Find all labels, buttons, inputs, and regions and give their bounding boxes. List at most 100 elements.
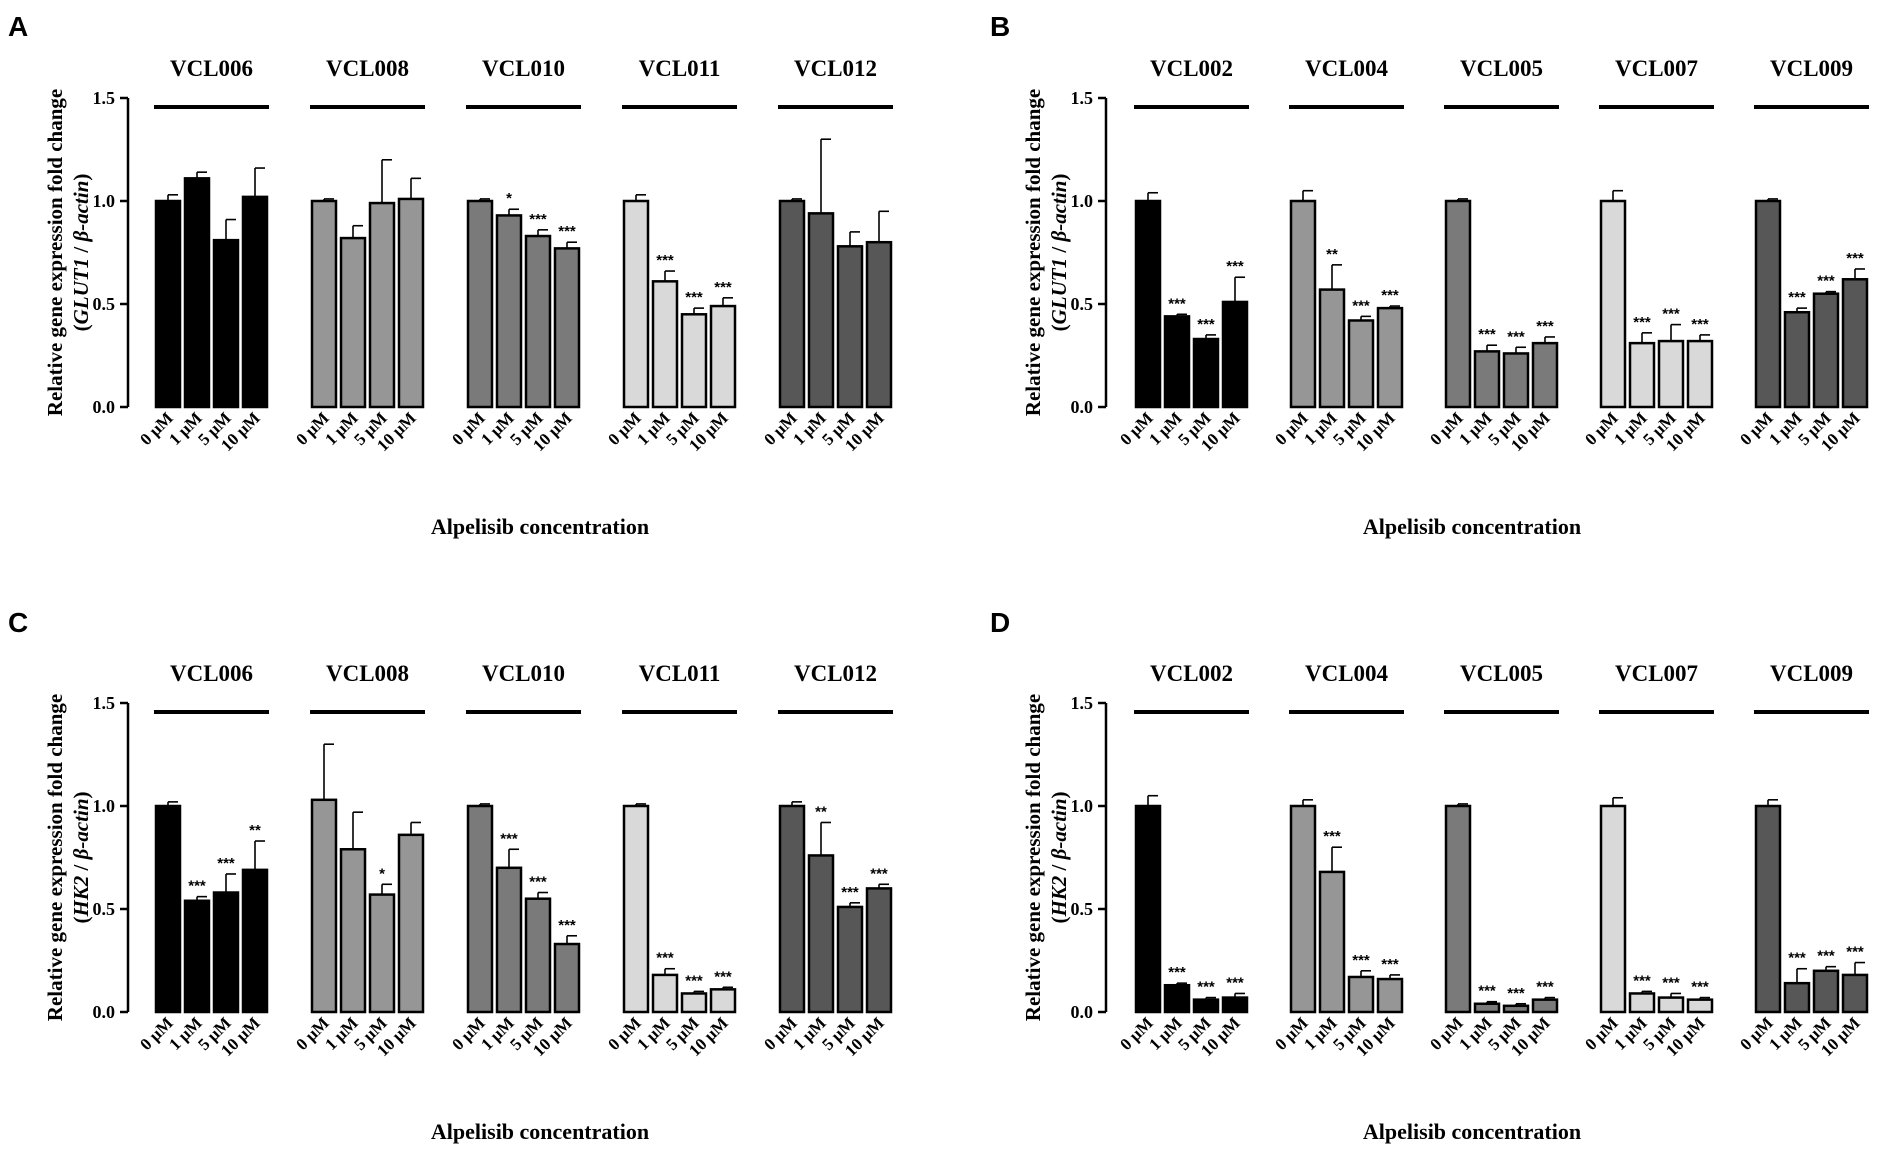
y-axis-title: Relative gene expression fold change bbox=[43, 694, 67, 1021]
significance-marker: *** bbox=[217, 855, 235, 872]
y-tick-label: 0.5 bbox=[93, 294, 116, 314]
significance-marker: * bbox=[379, 865, 385, 882]
bar bbox=[368, 893, 396, 1014]
panel-b: B 0.0 0.5 1.0 1.5 Relative gene expression fo… bbox=[990, 11, 1869, 539]
y-axis-subtitle-part: / bbox=[1047, 242, 1071, 258]
panel-letter: C bbox=[8, 607, 28, 638]
bar bbox=[1444, 199, 1472, 409]
bar bbox=[1812, 969, 1840, 1014]
y-tick-label: 1.5 bbox=[1071, 88, 1094, 108]
group-label: VCL009 bbox=[1770, 56, 1853, 81]
bar bbox=[1473, 1002, 1501, 1014]
bar bbox=[1221, 300, 1249, 409]
bar bbox=[778, 804, 806, 1014]
bar bbox=[836, 245, 864, 409]
significance-marker: *** bbox=[500, 830, 518, 847]
y-tick-label: 0.0 bbox=[1071, 1002, 1094, 1022]
significance-marker: *** bbox=[1197, 316, 1215, 333]
bar bbox=[1754, 199, 1782, 409]
bar bbox=[339, 848, 367, 1014]
bar bbox=[1192, 998, 1220, 1014]
bar bbox=[622, 804, 650, 1014]
y-axis-subtitle-part: ( bbox=[69, 324, 93, 331]
significance-marker: *** bbox=[656, 252, 674, 269]
bar bbox=[1318, 870, 1346, 1014]
panel-a: A 0.0 0.5 1.0 1.5 Relative gene expression fo… bbox=[8, 11, 893, 539]
x-axis-title: Alpelisib concentration bbox=[1363, 514, 1581, 539]
y-axis-subtitle-part: β-actin bbox=[69, 181, 93, 243]
significance-marker: *** bbox=[1507, 328, 1525, 345]
significance-marker: *** bbox=[1536, 979, 1554, 996]
bar bbox=[1473, 350, 1501, 409]
group-label: VCL007 bbox=[1615, 661, 1698, 686]
bar bbox=[1686, 998, 1714, 1014]
bar bbox=[1502, 1004, 1530, 1014]
bar bbox=[807, 854, 835, 1014]
bar bbox=[339, 236, 367, 409]
y-axis-subtitle-part: ) bbox=[1047, 791, 1071, 798]
panel-letter: B bbox=[990, 11, 1010, 42]
significance-marker: *** bbox=[1352, 297, 1370, 314]
y-tick-label: 0.0 bbox=[93, 1002, 116, 1022]
bar bbox=[622, 199, 650, 409]
bar bbox=[1318, 288, 1346, 409]
group-label: VCL006 bbox=[170, 661, 253, 686]
bar bbox=[397, 833, 425, 1014]
panel-letter: A bbox=[8, 11, 28, 42]
significance-marker: *** bbox=[656, 950, 674, 967]
group-label: VCL010 bbox=[482, 56, 565, 81]
bar bbox=[836, 905, 864, 1014]
group-label: VCL011 bbox=[639, 56, 721, 81]
group-label: VCL009 bbox=[1770, 661, 1853, 686]
y-tick-label: 1.0 bbox=[93, 191, 116, 211]
significance-marker: *** bbox=[1381, 287, 1399, 304]
y-axis-subtitle: (HK2 / β-actin) bbox=[1047, 791, 1071, 923]
bar bbox=[1221, 996, 1249, 1014]
bar bbox=[1841, 973, 1869, 1014]
bar bbox=[212, 891, 240, 1014]
significance-marker: *** bbox=[870, 865, 888, 882]
significance-marker: *** bbox=[1226, 974, 1244, 991]
significance-marker: *** bbox=[1168, 964, 1186, 981]
significance-marker: *** bbox=[1817, 273, 1835, 290]
significance-marker: *** bbox=[1507, 985, 1525, 1002]
group-label: VCL004 bbox=[1305, 661, 1389, 686]
y-axis-subtitle-part: β-actin bbox=[1047, 181, 1071, 243]
bar bbox=[1531, 998, 1559, 1014]
y-axis-subtitle-part: ) bbox=[69, 791, 93, 798]
y-axis-subtitle: (GLUT1 / β-actin) bbox=[1047, 174, 1071, 332]
significance-marker: *** bbox=[841, 884, 859, 901]
significance-marker: *** bbox=[714, 968, 732, 985]
bar bbox=[651, 280, 679, 409]
y-axis-subtitle-part: ( bbox=[1047, 324, 1071, 331]
bar bbox=[212, 238, 240, 409]
significance-marker: *** bbox=[529, 211, 547, 228]
significance-marker: ** bbox=[815, 803, 827, 820]
significance-marker: *** bbox=[1478, 326, 1496, 343]
significance-marker: *** bbox=[1788, 289, 1806, 306]
y-tick-label: 1.5 bbox=[93, 88, 116, 108]
significance-marker: *** bbox=[1352, 952, 1370, 969]
bar bbox=[1783, 981, 1811, 1014]
significance-marker: *** bbox=[1226, 258, 1244, 275]
bar bbox=[778, 199, 806, 409]
x-axis-title: Alpelisib concentration bbox=[1363, 1119, 1581, 1144]
bar bbox=[1163, 983, 1191, 1014]
group-label: VCL010 bbox=[482, 661, 565, 686]
bar bbox=[466, 199, 494, 409]
x-axis-title: Alpelisib concentration bbox=[431, 514, 649, 539]
significance-marker: *** bbox=[1168, 295, 1186, 312]
significance-marker: *** bbox=[1197, 979, 1215, 996]
bar bbox=[1531, 341, 1559, 409]
significance-marker: ** bbox=[249, 822, 261, 839]
y-axis-subtitle: (HK2 / β-actin) bbox=[69, 791, 93, 923]
bar bbox=[397, 197, 425, 409]
group-label: VCL005 bbox=[1460, 661, 1543, 686]
